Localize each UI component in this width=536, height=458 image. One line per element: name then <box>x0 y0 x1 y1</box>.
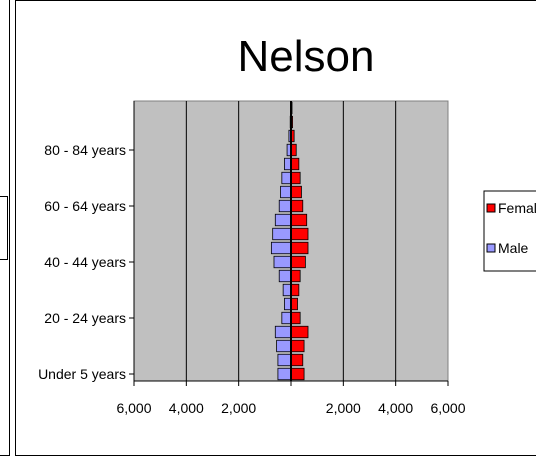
adjacent-panel-edge <box>0 0 10 456</box>
bar-male <box>272 227 292 241</box>
bar-female <box>290 241 309 255</box>
bar-male <box>277 367 292 381</box>
bar-female <box>290 367 305 381</box>
bar-female <box>290 325 309 339</box>
bar-male <box>274 213 292 227</box>
bar-female <box>290 283 300 297</box>
bar-male <box>278 199 292 213</box>
bar-male <box>270 241 292 255</box>
legend-label-female: Female <box>498 200 536 216</box>
x-tick-label: 2,000 <box>221 400 256 416</box>
chart-container[interactable]: Nelson 6,000 4,000 2,000 2,000 4,000 6,000 Und… <box>15 0 536 456</box>
bar-female <box>290 157 300 171</box>
bar-male <box>276 339 292 353</box>
bar-male <box>273 255 292 269</box>
y-tick-label: 80 - 84 years <box>44 142 126 158</box>
x-tick-label: 4,000 <box>378 400 413 416</box>
x-tick-label: 6,000 <box>116 400 151 416</box>
bar-female <box>290 269 301 283</box>
bar-male <box>282 283 292 297</box>
legend-swatch-male <box>486 243 496 253</box>
bar-female <box>290 185 302 199</box>
x-tick-label: 4,000 <box>169 400 204 416</box>
bar-female <box>290 199 304 213</box>
x-tick-label: 6,000 <box>430 400 465 416</box>
legend-label-male: Male <box>498 240 529 256</box>
legend-swatch-female <box>486 203 496 213</box>
bar-female <box>290 227 309 241</box>
adjacent-panel-tab <box>0 196 8 260</box>
bar-male <box>274 325 292 339</box>
bar-female <box>290 311 301 325</box>
bar-male <box>277 353 292 367</box>
y-tick-label: 60 - 64 years <box>44 198 126 214</box>
bar-female <box>290 339 305 353</box>
y-tick-label: Under 5 years <box>38 366 126 382</box>
bar-male <box>278 269 292 283</box>
y-tick-label: 40 - 44 years <box>44 254 126 270</box>
bar-male <box>281 171 292 185</box>
bar-female <box>290 353 304 367</box>
bar-female <box>290 213 308 227</box>
bar-female <box>290 171 301 185</box>
x-tick-label: 2,000 <box>326 400 361 416</box>
chart-title: Nelson <box>237 32 375 81</box>
bar-male <box>281 311 292 325</box>
bar-female <box>290 255 306 269</box>
y-tick-label: 20 - 24 years <box>44 310 126 326</box>
population-pyramid-chart: 6,000 4,000 2,000 2,000 4,000 6,000 Under 5 ye… <box>38 100 536 416</box>
bar-male <box>280 185 292 199</box>
